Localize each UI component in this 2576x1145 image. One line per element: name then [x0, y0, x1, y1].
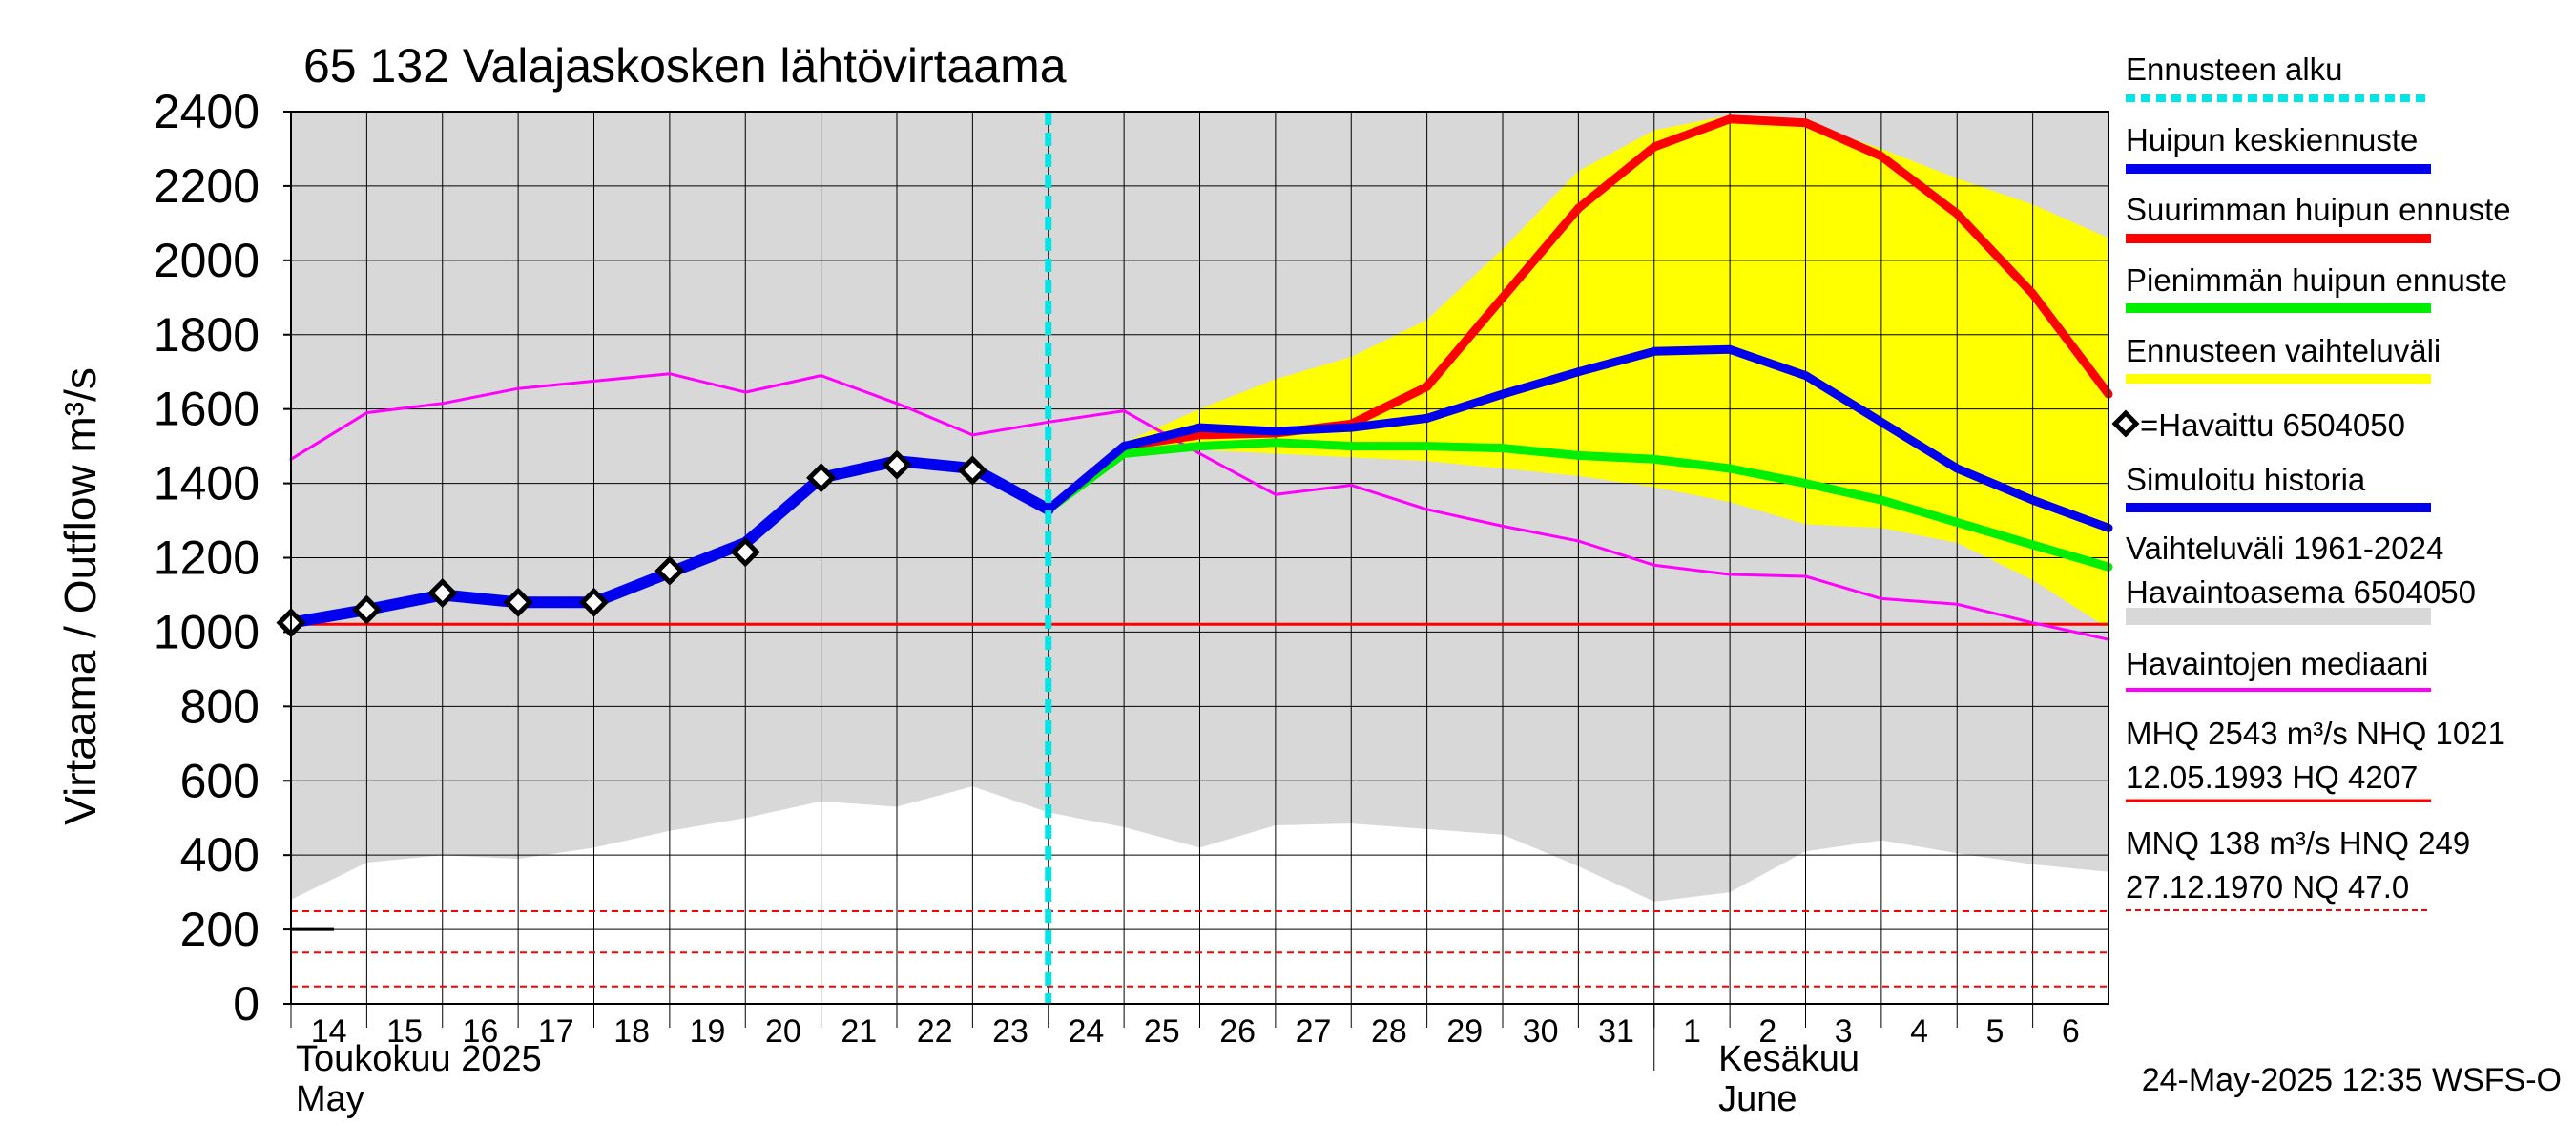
legend-label: =Havaittu 6504050 — [2140, 407, 2405, 443]
x-tick-label: 1 — [1683, 1013, 1701, 1050]
y-tick-label: 600 — [180, 754, 260, 807]
month-label-fi: Kesäkuu — [1718, 1039, 1859, 1079]
legend-label: Ennusteen vaihteluväli — [2126, 333, 2441, 368]
x-tick-label: 21 — [841, 1013, 877, 1050]
observed-point — [957, 455, 987, 486]
legend-item: =Havaittu 6504050 — [2111, 407, 2405, 443]
series-line-havaintojen-mediaani — [289, 372, 2110, 641]
y-tick-label: 1000 — [154, 605, 260, 658]
month-label-en: June — [1718, 1079, 1797, 1119]
legend-label: 27.12.1970 NQ 47.0 — [2126, 869, 2409, 905]
legend-label: Pienimmän huipun ennuste — [2126, 262, 2507, 298]
legend-label: MNQ 138 m³/s HNQ 249 — [2126, 825, 2470, 861]
x-tick-label: 31 — [1598, 1013, 1634, 1050]
x-tick-label: 6 — [2062, 1013, 2080, 1050]
legend-label: Simuloitu historia — [2126, 462, 2366, 497]
x-tick-label: 20 — [765, 1013, 801, 1050]
y-tick-label: 2400 — [154, 85, 260, 138]
legend-label: Suurimman huipun ennuste — [2126, 192, 2511, 227]
legend-label: Havaintoasema 6504050 — [2126, 574, 2476, 610]
observed-point — [578, 587, 610, 617]
month-label-en: May — [296, 1079, 364, 1119]
observed-point — [351, 594, 382, 625]
timestamp: 24-May-2025 12:35 WSFS-O — [2142, 1062, 2562, 1098]
y-tick-label: 200 — [180, 903, 260, 956]
legend-item: MNQ 138 m³/s HNQ 249 27.12.1970 NQ 47.0 — [2126, 825, 2470, 911]
observed-point — [427, 577, 458, 609]
series-line-huipun-keskiennuste — [1044, 344, 2113, 532]
y-tick-label: 1800 — [154, 308, 260, 362]
legend-item: MHQ 2543 m³/s NHQ 1021 12.05.1993 HQ 4207 — [2126, 716, 2505, 802]
x-tick-label: 28 — [1371, 1013, 1407, 1050]
x-tick-label: 3 — [1835, 1013, 1853, 1050]
legend-item: Simuloitu historia — [2126, 462, 2431, 512]
legend-item: Vaihteluväli 1961-2024 Havaintoasema 650… — [2126, 531, 2476, 625]
legend-swatch-marker — [2111, 409, 2140, 438]
y-axis-label: Virtaama / Outflow m³/s — [55, 367, 105, 825]
observed-point — [503, 587, 533, 617]
x-tick-label: 2 — [1758, 1013, 1776, 1050]
x-tick-label: 23 — [992, 1013, 1028, 1050]
legend-label: Huipun keskiennuste — [2126, 122, 2418, 157]
y-tick-label: 800 — [180, 679, 260, 733]
x-tick-label: 30 — [1523, 1013, 1559, 1050]
x-tick-label: 19 — [690, 1013, 726, 1050]
legend-item: Huipun keskiennuste — [2126, 122, 2431, 174]
x-tick-label: 15 — [386, 1013, 423, 1050]
legend-label: Vaihteluväli 1961-2024 — [2126, 531, 2443, 566]
y-tick-label: 2200 — [154, 159, 260, 213]
x-tick-label: 17 — [538, 1013, 574, 1050]
x-tick-label: 22 — [917, 1013, 953, 1050]
x-tick-label: 27 — [1296, 1013, 1332, 1050]
chart-title: 65 132 Valajaskosken lähtövirtaama — [303, 39, 1067, 93]
observed-point — [882, 449, 912, 480]
legend-item: Havaintojen mediaani — [2126, 646, 2431, 692]
legend-item: Suurimman huipun ennuste — [2126, 192, 2511, 243]
x-tick-label: 4 — [1910, 1013, 1928, 1050]
legend-label: MHQ 2543 m³/s NHQ 1021 — [2126, 716, 2505, 751]
x-tick-label: 25 — [1144, 1013, 1180, 1050]
observed-point — [654, 555, 685, 586]
x-tick-label: 5 — [1985, 1013, 2004, 1050]
legend-item: Ennusteen vaihteluväli — [2126, 333, 2441, 384]
y-tick-label: 1200 — [154, 531, 260, 585]
x-tick-label: 24 — [1069, 1013, 1105, 1050]
series-line-pienimm-n-huipun-ennuste — [1044, 438, 2113, 572]
legend-item: Pienimmän huipun ennuste — [2126, 262, 2507, 313]
legend-item: Ennusteen alku — [2126, 52, 2431, 102]
y-tick-label: 1600 — [154, 383, 260, 436]
legend-label: Ennusteen alku — [2126, 52, 2343, 87]
x-tick-label: 18 — [613, 1013, 650, 1050]
series-line-suurimman-huipun-ennuste — [1044, 114, 2113, 514]
x-tick-label: 16 — [463, 1013, 499, 1050]
x-tick-label: 29 — [1446, 1013, 1483, 1050]
observed-point — [730, 537, 760, 568]
legend-label: 12.05.1993 HQ 4207 — [2126, 760, 2418, 795]
legend-label: Havaintojen mediaani — [2126, 646, 2428, 681]
month-label-fi: Toukokuu 2025 — [296, 1039, 542, 1079]
observed-point — [806, 463, 837, 493]
x-tick-label: 26 — [1219, 1013, 1256, 1050]
y-tick-label: 400 — [180, 828, 260, 882]
x-tick-label: 14 — [311, 1013, 347, 1050]
y-tick-label: 2000 — [154, 234, 260, 287]
y-tick-label: 0 — [233, 977, 260, 1030]
y-tick-label: 1400 — [154, 457, 260, 510]
